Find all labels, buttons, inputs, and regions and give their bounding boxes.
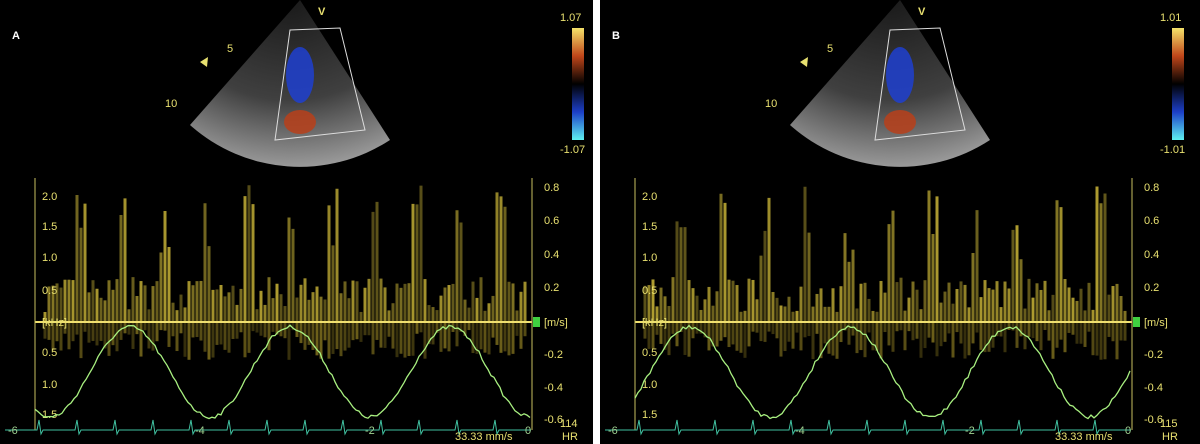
color-min: -1.01 <box>1160 144 1185 156</box>
right-tick-label: [m/s] <box>544 317 568 329</box>
time-tick-label: -2 <box>965 425 975 437</box>
right-tick-label: 0.2 <box>544 282 559 294</box>
left-tick-label: 2.0 <box>42 191 57 203</box>
color-max: 1.01 <box>1160 12 1181 24</box>
color-bar <box>1172 28 1184 140</box>
depth-label: 5 <box>227 43 233 55</box>
left-tick-label: 1.0 <box>642 379 657 391</box>
right-tick-label: 0.8 <box>1144 182 1159 194</box>
right-tick-label: -0.6 <box>1144 414 1163 426</box>
right-tick-label: 0.8 <box>544 182 559 194</box>
flow-blue <box>286 47 314 103</box>
marker-triangle <box>200 57 208 67</box>
depth-label: 5 <box>827 43 833 55</box>
right-tick-label: -0.2 <box>544 349 563 361</box>
left-tick-label: 1.0 <box>642 252 657 264</box>
ecg-trace <box>605 419 1131 436</box>
left-tick-label: 1.0 <box>42 379 57 391</box>
left-tick-label: 0.5 <box>642 285 657 297</box>
left-tick-label: 1.5 <box>42 221 57 233</box>
hr-value: 114 <box>560 418 578 430</box>
time-tick-label: 0 <box>525 425 531 437</box>
right-tick-label: -0.4 <box>544 382 563 394</box>
hr-label: HR <box>1162 431 1178 443</box>
right-tick-label: 0.6 <box>544 215 559 227</box>
left-tick-label: 1.5 <box>642 221 657 233</box>
right-tick-label: 0.6 <box>1144 215 1159 227</box>
marker-v: V <box>318 6 326 18</box>
left-tick-label: 1.0 <box>42 252 57 264</box>
time-tick-label: 0 <box>1125 425 1131 437</box>
baseline-marker <box>533 317 540 327</box>
right-tick-label: 0.4 <box>1144 249 1159 261</box>
right-tick-label: 0.4 <box>544 249 559 261</box>
right-tick-label: -0.2 <box>1144 349 1163 361</box>
left-tick-label: 1.5 <box>42 409 57 421</box>
flow-envelope <box>34 324 531 420</box>
color-max: 1.07 <box>560 12 581 24</box>
time-tick-label: -6 <box>8 425 18 437</box>
color-box <box>874 27 966 141</box>
hr-label: HR <box>562 431 578 443</box>
left-tick-label: 0.5 <box>42 347 57 359</box>
panel: V 5 10 A 1.07 -1.07 2.0 1.5 1.0 0.5 [kHz] 0.5 1.0 1.5… <box>5 0 585 443</box>
color-box <box>274 27 366 141</box>
time-tick-label: -4 <box>195 425 205 437</box>
color-min: -1.07 <box>560 144 585 156</box>
sweep-speed: 33.33 mm/s <box>1055 431 1113 443</box>
depth-label: 10 <box>165 98 177 110</box>
marker-v: V <box>918 6 926 18</box>
panel: V 5 10 B 1.01 -1.01 2.0 1.5 1.0 0.5 [kHz] 0.5 1.0 1.5… <box>605 0 1185 443</box>
hr-value: 115 <box>1160 418 1178 430</box>
time-tick-label: -4 <box>795 425 805 437</box>
flow-blue <box>886 47 914 103</box>
time-tick-label: -2 <box>365 425 375 437</box>
ecg-trace <box>5 419 531 436</box>
left-tick-label: 2.0 <box>642 191 657 203</box>
right-tick-label: 0.2 <box>1144 282 1159 294</box>
panel-label: A <box>12 30 20 42</box>
left-tick-label: 0.5 <box>42 285 57 297</box>
flow-red <box>284 110 316 134</box>
marker-triangle <box>800 57 808 67</box>
panel-label: B <box>612 30 620 42</box>
right-tick-label: [m/s] <box>1144 317 1168 329</box>
right-tick-label: -0.6 <box>544 414 563 426</box>
color-bar <box>572 28 584 140</box>
depth-label: 10 <box>765 98 777 110</box>
sweep-speed: 33.33 mm/s <box>455 431 513 443</box>
left-tick-label: 0.5 <box>642 347 657 359</box>
flow-envelope <box>634 324 1131 420</box>
time-tick-label: -6 <box>608 425 618 437</box>
baseline-marker <box>1133 317 1140 327</box>
left-tick-label: [kHz] <box>642 317 667 329</box>
left-tick-label: [kHz] <box>42 317 67 329</box>
right-tick-label: -0.4 <box>1144 382 1163 394</box>
flow-red <box>884 110 916 134</box>
left-tick-label: 1.5 <box>642 409 657 421</box>
